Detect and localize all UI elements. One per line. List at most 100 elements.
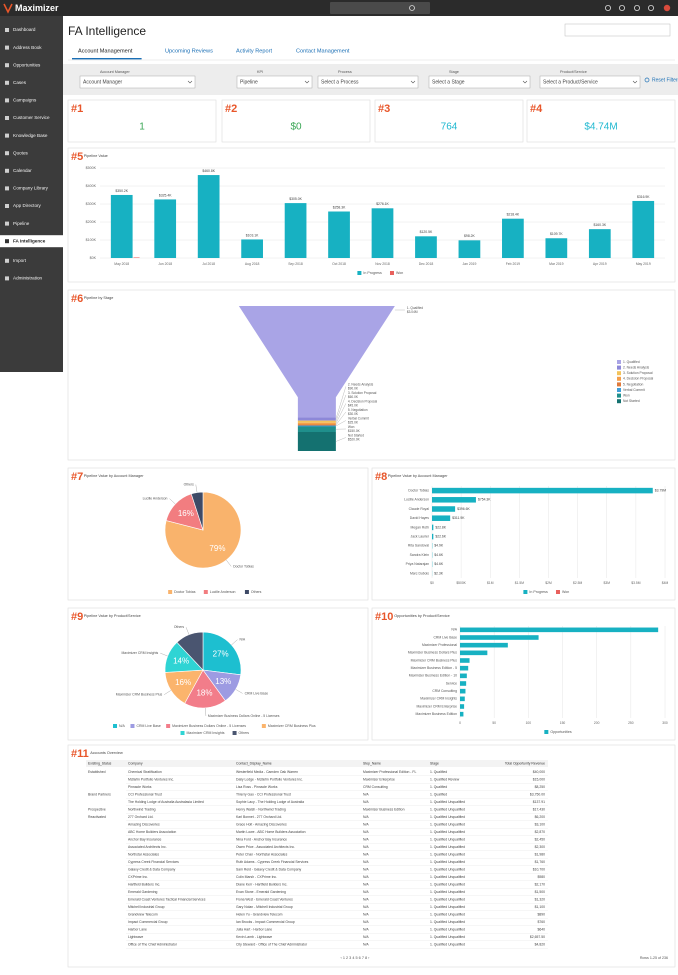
y-tick-label: Priya Natarajan	[406, 562, 429, 566]
table-cell: $17,430	[533, 807, 545, 811]
nav-item[interactable]: Cases	[13, 80, 27, 85]
y-tick-label: Maximizer CRM Enterprise	[416, 704, 457, 708]
column-header: Total Opportunity Revenue	[505, 761, 545, 765]
legend-swatch	[389, 271, 394, 275]
legend-label: Not Started	[623, 399, 640, 403]
user-avatar[interactable]	[663, 4, 671, 12]
legend-swatch	[617, 371, 621, 376]
legend-label: Doctor Tobias	[174, 590, 196, 594]
x-tick-label: 0	[459, 721, 461, 725]
data-label: $150.0K	[348, 429, 361, 433]
panel	[526, 99, 676, 143]
nav-item[interactable]: Opportunities	[13, 62, 41, 67]
filter-select[interactable]	[79, 75, 196, 89]
tab[interactable]: Account Management	[78, 48, 133, 54]
marker: #7	[71, 471, 83, 483]
chevron	[522, 80, 528, 84]
bar	[432, 524, 434, 531]
filter-value: Account Manager	[83, 79, 123, 85]
marker: #6	[71, 293, 83, 305]
filter-select[interactable]	[539, 75, 641, 89]
nav-icon	[5, 133, 9, 138]
bar	[415, 236, 437, 258]
bar	[458, 240, 481, 258]
legend-swatch	[261, 724, 266, 728]
legend-label: Won	[623, 393, 630, 397]
panel-title: Pipeline Value by Account Manager	[388, 474, 448, 478]
kpi-value: $0	[290, 122, 302, 133]
tab[interactable]: Activity Report	[236, 48, 273, 54]
x-tick-label: $2.5M	[573, 581, 582, 585]
data-label: $460.8K	[202, 169, 215, 173]
bar	[460, 665, 469, 671]
y-tick-label: Maximizer Business Edition - 10	[409, 674, 457, 678]
marker: #9	[71, 611, 83, 623]
legend-label: 3. Solution Proposal	[623, 371, 653, 375]
nav-item[interactable]: Import	[13, 258, 27, 263]
table-cell: N/A	[363, 822, 369, 826]
filter-label: Process	[338, 70, 352, 74]
data-label: 14%	[173, 656, 189, 665]
column-header: Company	[128, 761, 143, 765]
date-range-box[interactable]	[564, 23, 671, 37]
tab[interactable]: Upcoming Reviews	[165, 48, 213, 54]
y-tick-label: David Hayes	[410, 516, 430, 520]
slice-label: 2. Needs Analysis	[348, 382, 374, 386]
legend-label: Lucille Anderson	[210, 590, 236, 594]
table-cell: Associated Architects Inc.	[128, 845, 167, 849]
chevron	[410, 80, 416, 84]
nav-item[interactable]: Dashboard	[13, 27, 36, 32]
x-tick-label: Apr 2019	[593, 262, 607, 266]
nav-item[interactable]: FA Intelligence	[13, 238, 46, 243]
legend-swatch	[617, 376, 621, 381]
table-cell: Sam Reid - Galaxy Credit & Data Company	[236, 867, 302, 871]
table-cell: $40,000	[533, 770, 545, 774]
filter-select[interactable]	[317, 75, 419, 89]
table-cell: Martin Lowe - ABC Home Builders Associat…	[236, 830, 306, 834]
filter-select[interactable]	[428, 75, 531, 89]
table-cell: CXPrime Inc.	[128, 875, 148, 879]
nav-item[interactable]: Campaigns	[13, 98, 37, 103]
icon[interactable]	[605, 5, 612, 11]
icon[interactable]	[634, 5, 641, 11]
reset-filters[interactable]: Reset Filters	[652, 77, 678, 83]
nav-item[interactable]: Administration	[13, 276, 43, 281]
pagination[interactable]: ‹ 1 2 3 4 5 6 7 8 ›	[341, 956, 371, 960]
slice-label: 4. Decision Proposal	[348, 399, 378, 403]
nav-item[interactable]: Address Book	[13, 45, 42, 50]
nav-item[interactable]: Company Library	[13, 186, 49, 191]
filter-select[interactable]	[236, 75, 313, 89]
table-cell: N/A	[363, 935, 369, 939]
chevron	[304, 80, 310, 84]
icon[interactable]	[648, 5, 655, 11]
table-cell: 1. Qualified	[430, 792, 447, 796]
slice-label: 3. Solution Proposal	[348, 391, 377, 395]
nav-item[interactable]: Knowledge Base	[13, 133, 48, 138]
pagination-summary: Rows 1-25 of 236	[640, 956, 668, 960]
slice-label: Doctor Tobias	[233, 564, 254, 568]
legend-swatch	[244, 590, 249, 594]
y-tick-label: Sandra Klein	[410, 553, 430, 557]
legend-swatch	[166, 724, 171, 728]
tab[interactable]: Contact Management	[296, 48, 350, 54]
icon[interactable]	[619, 5, 626, 11]
table-cell: Emerald Gardening	[128, 890, 158, 894]
funnel-slice	[238, 306, 395, 418]
table-cell: $760	[537, 920, 545, 924]
search-box[interactable]	[330, 2, 430, 14]
nav-item[interactable]: Quotes	[13, 150, 29, 155]
data-label: $4.6K	[434, 562, 444, 566]
legend-swatch	[168, 590, 173, 594]
bar	[432, 506, 456, 512]
table-cell: Brand Partners	[88, 792, 111, 796]
table-cell: 1. Qualified Unqualified	[430, 927, 465, 931]
nav-item[interactable]: Pipeline	[13, 221, 30, 226]
table-cell: City Steward - Office of The Chief Admin…	[236, 942, 308, 946]
nav-item[interactable]: Customer Service	[13, 115, 50, 120]
table-cell: $2,300	[535, 845, 545, 849]
nav-item[interactable]: Calendar	[13, 168, 32, 173]
leader-line	[335, 411, 347, 426]
nav-item[interactable]: App Directory	[13, 203, 42, 208]
table-cell: Fiona West - Emerald Coast Ventures	[236, 897, 293, 901]
